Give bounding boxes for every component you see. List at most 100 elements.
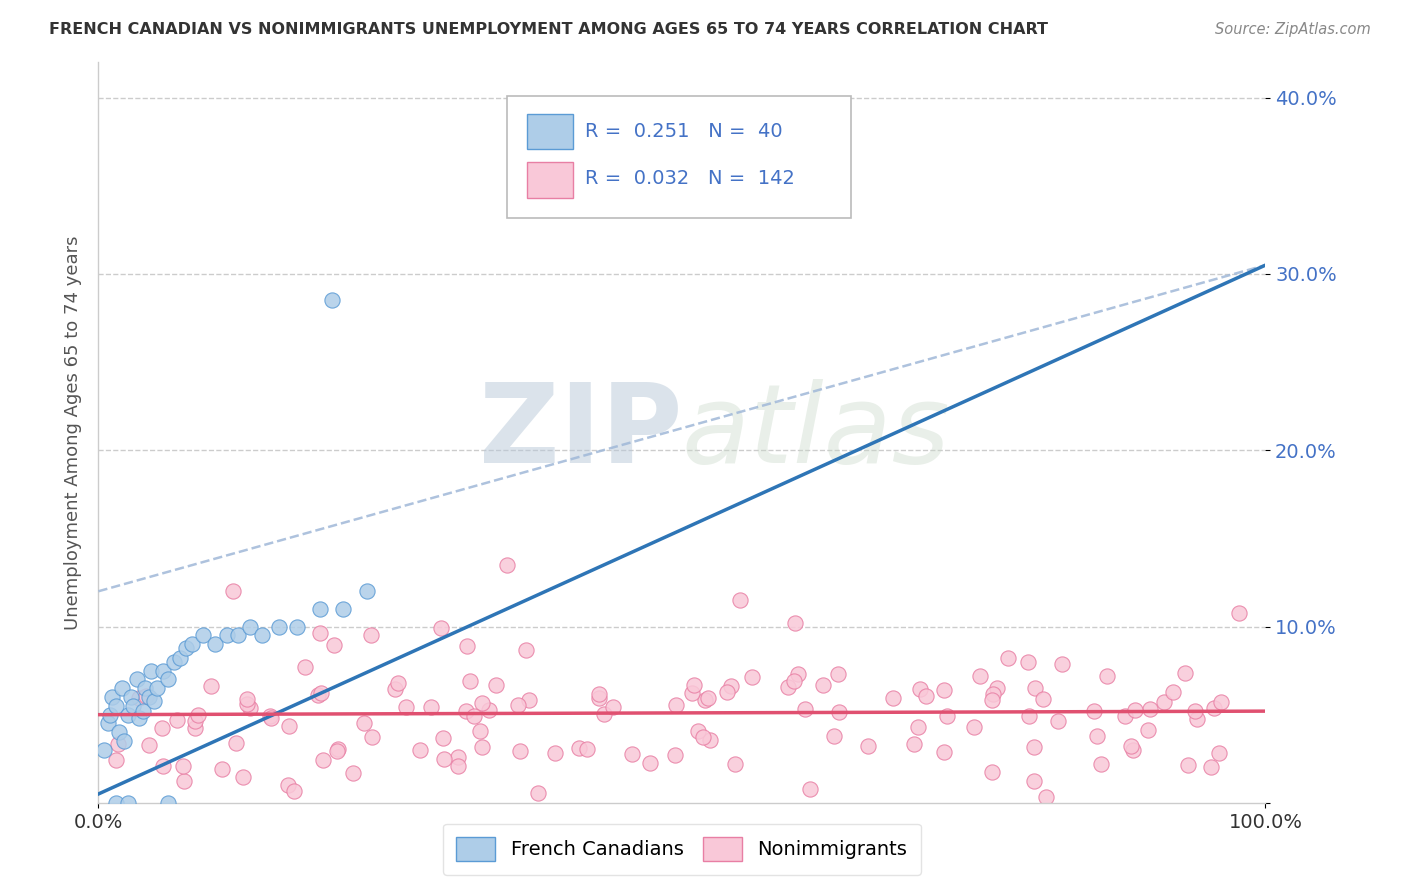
Point xyxy=(986,681,1008,695)
Point xyxy=(259,708,281,723)
Point xyxy=(458,674,481,689)
Point xyxy=(134,681,156,696)
Point xyxy=(193,628,215,642)
Point xyxy=(509,744,531,758)
Point xyxy=(1090,756,1112,771)
Point xyxy=(856,739,879,753)
Point xyxy=(1032,692,1054,706)
Point xyxy=(107,737,129,751)
Point xyxy=(104,796,127,810)
Point xyxy=(173,773,195,788)
Point xyxy=(468,724,491,739)
Point xyxy=(786,666,808,681)
Point xyxy=(166,713,188,727)
Point xyxy=(395,699,418,714)
Point xyxy=(250,628,273,642)
Point xyxy=(236,698,259,712)
Point xyxy=(447,749,470,764)
Point xyxy=(799,781,821,796)
Point xyxy=(1137,723,1160,738)
Point xyxy=(409,743,432,757)
Point xyxy=(328,741,350,756)
Point xyxy=(1204,701,1226,715)
Point xyxy=(1119,739,1142,753)
Point xyxy=(1114,709,1136,723)
Point xyxy=(307,689,329,703)
Point xyxy=(138,690,160,704)
Point xyxy=(342,765,364,780)
Point xyxy=(593,707,616,722)
Point xyxy=(172,759,194,773)
Text: R =  0.032   N =  142: R = 0.032 N = 142 xyxy=(585,169,794,188)
Point xyxy=(827,667,849,681)
Point xyxy=(163,655,186,669)
Point xyxy=(724,757,747,772)
Point xyxy=(360,730,382,744)
Point xyxy=(97,716,120,731)
Point xyxy=(184,722,207,736)
Point xyxy=(180,637,202,651)
Point xyxy=(232,770,254,784)
Point xyxy=(1122,743,1144,757)
Point xyxy=(543,746,565,760)
Point xyxy=(215,628,238,642)
Point xyxy=(1187,712,1209,726)
Point xyxy=(1173,666,1195,681)
Point xyxy=(152,759,174,773)
Point xyxy=(1018,708,1040,723)
Point xyxy=(1022,739,1045,754)
Point xyxy=(1163,684,1185,698)
Point xyxy=(187,708,209,723)
Point xyxy=(692,730,714,744)
Point xyxy=(239,619,262,633)
Point xyxy=(294,660,316,674)
Point xyxy=(720,679,742,693)
Point xyxy=(283,783,305,797)
Point xyxy=(138,738,160,752)
Point xyxy=(936,709,959,723)
Point xyxy=(1184,704,1206,718)
Point xyxy=(1035,789,1057,804)
Point xyxy=(783,615,806,630)
Point xyxy=(174,640,197,655)
Point xyxy=(277,719,299,733)
Point xyxy=(447,759,470,773)
Point xyxy=(811,678,834,692)
Point xyxy=(1177,757,1199,772)
Point xyxy=(432,731,454,745)
Point xyxy=(1095,669,1118,683)
Point xyxy=(969,669,991,683)
Point xyxy=(1083,704,1105,718)
Point xyxy=(152,664,174,678)
FancyBboxPatch shape xyxy=(527,162,574,198)
Point xyxy=(576,742,599,756)
Point xyxy=(420,700,443,714)
Point xyxy=(309,602,332,616)
Point xyxy=(793,702,815,716)
Point xyxy=(120,690,142,704)
Point xyxy=(117,796,139,810)
Point xyxy=(1199,760,1222,774)
Point xyxy=(716,685,738,699)
Point xyxy=(150,721,173,735)
Point xyxy=(146,681,169,696)
Point xyxy=(323,638,346,652)
Point xyxy=(882,690,904,705)
Point xyxy=(1139,702,1161,716)
Point xyxy=(903,737,925,751)
Point xyxy=(1211,696,1233,710)
Point xyxy=(125,673,148,687)
Point xyxy=(506,698,529,712)
Point xyxy=(260,711,283,725)
Point xyxy=(981,693,1004,707)
Point xyxy=(236,691,259,706)
Point xyxy=(1227,606,1250,620)
Point xyxy=(225,736,247,750)
Point xyxy=(456,639,478,653)
Point xyxy=(1024,773,1046,788)
Point xyxy=(228,628,250,642)
Point xyxy=(471,696,494,710)
Point xyxy=(143,693,166,707)
Point xyxy=(360,628,382,642)
Point xyxy=(620,747,643,761)
